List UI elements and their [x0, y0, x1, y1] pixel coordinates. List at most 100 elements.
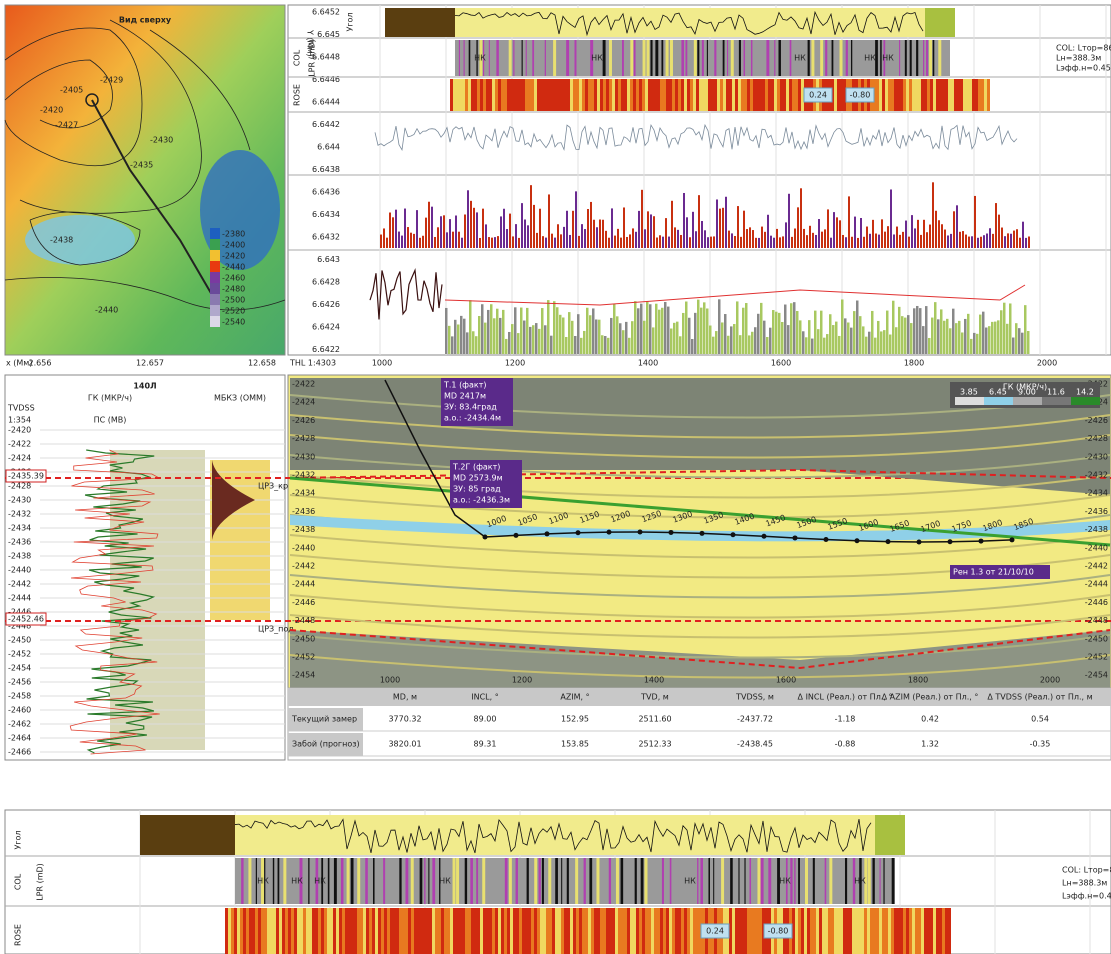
rose-cell [465, 908, 468, 954]
log-bar [619, 323, 622, 354]
layer-line [289, 614, 1111, 639]
log-bar [926, 232, 928, 248]
col-label: НК [474, 54, 486, 63]
rose-cell [606, 79, 609, 111]
rose-cell [906, 908, 909, 954]
rose-cell [909, 908, 912, 954]
track-name: Угол [14, 830, 23, 849]
callout-box [450, 460, 522, 508]
rose-cell [546, 79, 549, 111]
col-stripe [419, 858, 423, 904]
col-stripe [850, 40, 853, 76]
log-bar [932, 182, 934, 248]
log-bar [484, 322, 487, 354]
col-stripe [321, 858, 324, 904]
log-bar [662, 236, 664, 248]
log-bar [425, 217, 427, 248]
log-bar [766, 336, 769, 354]
rose-cell [243, 908, 246, 954]
rose-cell [870, 908, 873, 954]
log-bar [743, 210, 745, 248]
log-bar [760, 302, 763, 354]
rose-cell [831, 908, 834, 954]
rose-cell [336, 908, 339, 954]
table-cell: -1.18 [835, 715, 856, 724]
log-bar [901, 316, 904, 354]
depth-tick-label: -2444 [292, 580, 315, 589]
log-bar [610, 317, 613, 354]
log-bar [736, 301, 739, 354]
log-bar [755, 237, 757, 248]
log-bar [523, 320, 526, 354]
log-bar [649, 304, 652, 354]
legend-title: ГК (МКР/ч) [1003, 383, 1047, 392]
log-bar [961, 332, 964, 354]
col-stripe [241, 858, 244, 904]
log-bar [700, 307, 703, 354]
rose-cell [900, 79, 903, 111]
col-stripe [365, 858, 368, 904]
rose-cell [252, 908, 255, 954]
log-bar [856, 300, 859, 354]
log-bar [976, 333, 979, 354]
log-bar [808, 320, 811, 354]
log-bar [469, 300, 472, 354]
rose-cell [603, 908, 606, 954]
table-header: AZIM, ° [560, 693, 589, 702]
col-label: НК [794, 54, 806, 63]
rose-cell [678, 908, 681, 954]
rose-cell [453, 908, 456, 954]
log-bar [434, 236, 436, 248]
legend-swatch [1013, 397, 1042, 405]
x-tick-label: 2000 [1037, 359, 1057, 368]
track-name: COL [293, 49, 302, 66]
col-stripe [555, 858, 558, 904]
rose-cell [594, 79, 597, 111]
log-bar [749, 227, 751, 248]
contour-label: -2429 [100, 76, 123, 85]
rose-cell [705, 79, 708, 111]
log-bar [641, 189, 643, 248]
log-bar [701, 220, 703, 248]
rose-cell [462, 79, 465, 111]
depth-tick-label: -2452 [1085, 653, 1108, 662]
rose-cell [246, 908, 249, 954]
log-bar [1015, 323, 1018, 354]
rose-cell [693, 79, 696, 111]
rose-cell [498, 908, 501, 954]
log-bar [653, 216, 655, 248]
rose-cell [237, 908, 240, 954]
log-bar [565, 336, 568, 354]
log-bar [767, 214, 769, 248]
rose-cell [231, 908, 234, 954]
log-bar [865, 336, 868, 354]
depth-tick-label: -2432 [1085, 471, 1108, 480]
log-bar [740, 236, 742, 248]
rose-cell [276, 908, 279, 954]
log-bar [848, 196, 850, 248]
rose-cell [501, 79, 504, 111]
table-header: TVDSS, м [735, 693, 774, 702]
log-bar [548, 194, 550, 248]
col-stripe [714, 40, 717, 76]
log-bar [472, 331, 475, 354]
legend-label: -2400 [222, 241, 245, 250]
log-bar [746, 229, 748, 248]
col-stripe [622, 40, 624, 76]
log-bar [634, 301, 637, 354]
log-bar [451, 336, 454, 354]
log-bar [497, 236, 499, 248]
rose-cell [681, 908, 684, 954]
log-bar [607, 337, 610, 354]
log-bar [841, 299, 844, 354]
table-cell: 0.54 [1031, 715, 1049, 724]
log-bar [830, 237, 832, 248]
col-stripe [774, 40, 776, 76]
log-bar [559, 314, 562, 354]
log-bar [646, 301, 649, 354]
depth-tick-label: -2440 [8, 566, 31, 575]
rose-cell [957, 79, 960, 111]
rose-cell [375, 908, 378, 954]
log-bar [742, 307, 745, 354]
